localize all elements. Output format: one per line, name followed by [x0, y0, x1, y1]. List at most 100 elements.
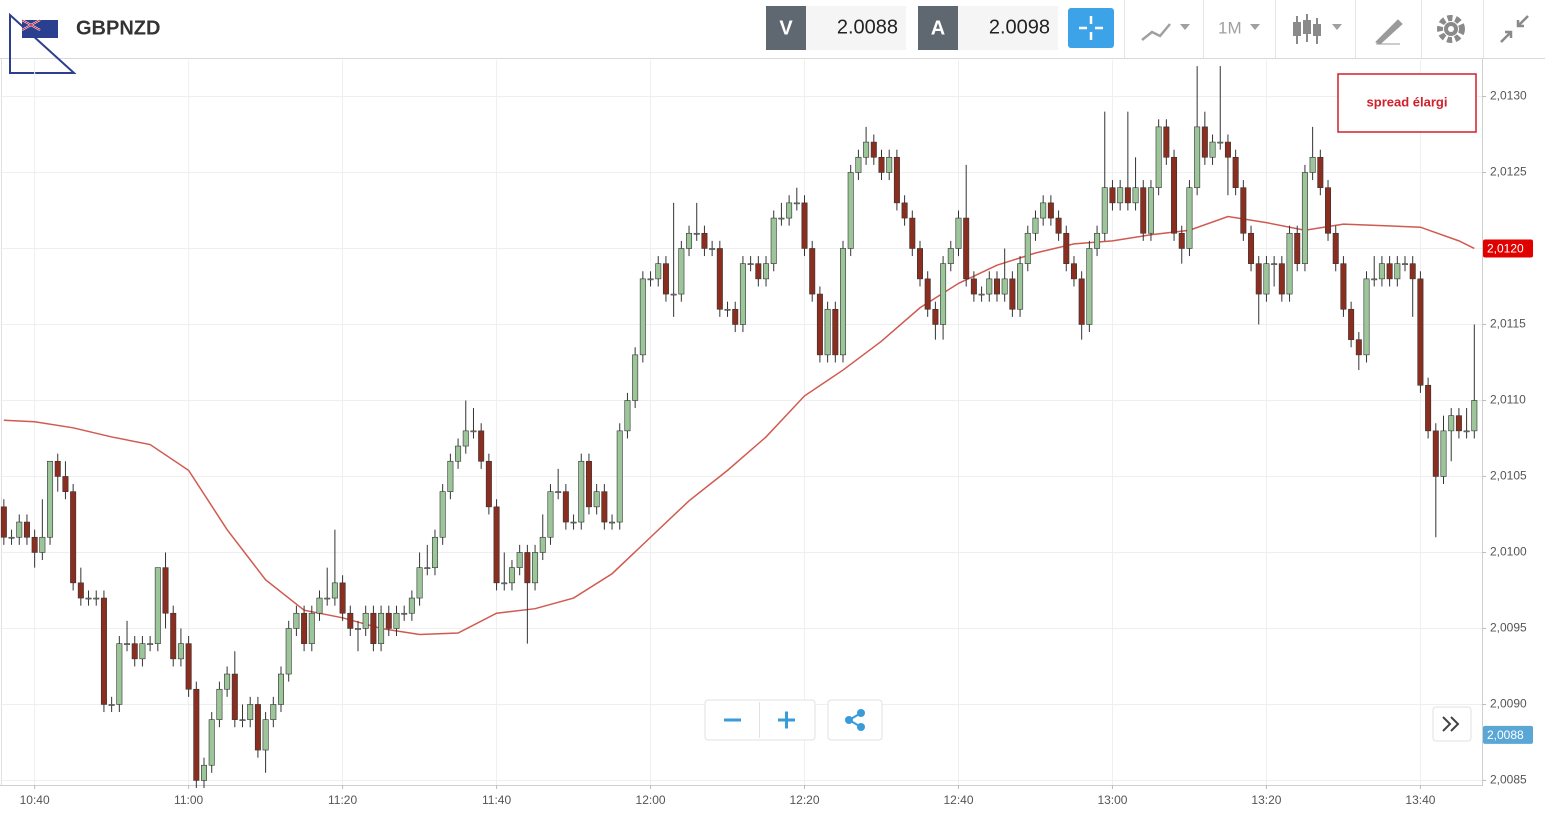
candle-body	[1455, 415, 1462, 432]
timeframe[interactable]: 1M	[1218, 18, 1242, 37]
candle-body	[878, 156, 885, 173]
candle-body	[8, 536, 15, 539]
candle-body	[1394, 263, 1401, 280]
candle-body	[793, 202, 800, 205]
candle-body	[347, 612, 354, 629]
candle-body	[739, 263, 746, 325]
candle-body	[254, 704, 261, 751]
collapse-icon[interactable]	[1500, 15, 1529, 43]
candle-body	[116, 643, 123, 705]
candle-body	[1017, 263, 1024, 310]
candle-body	[1063, 232, 1070, 264]
ask-box[interactable]	[958, 6, 1058, 50]
crosshair-button[interactable]	[1068, 8, 1114, 48]
candle-body	[547, 491, 554, 538]
scroll-right-button[interactable]	[1432, 706, 1472, 742]
candle-body	[924, 278, 931, 310]
annotation: spread élargi	[1367, 94, 1448, 109]
candle-body	[354, 628, 361, 630]
candle-body	[1371, 278, 1378, 281]
candle-body	[1432, 430, 1439, 477]
bid-box[interactable]	[806, 6, 906, 50]
candle-body	[100, 597, 107, 705]
candle-body	[532, 552, 539, 584]
candle-body	[593, 491, 600, 508]
candle-body	[124, 643, 131, 645]
candle-body	[16, 521, 23, 538]
dropdown-arrow	[1180, 24, 1190, 30]
candle-body	[755, 263, 762, 280]
candle-body	[1055, 217, 1062, 234]
candle-body	[1217, 141, 1224, 144]
candle-body	[732, 308, 739, 325]
candle-body	[455, 445, 462, 462]
candle-body	[632, 354, 639, 401]
candle-body	[31, 536, 38, 553]
candle-body	[686, 232, 693, 249]
candle-body	[1201, 126, 1208, 158]
zoom-in[interactable]	[778, 711, 795, 729]
candle-body	[655, 263, 662, 280]
candle-body	[763, 263, 770, 280]
candle-body	[170, 612, 177, 660]
flag-cross-red	[21, 19, 41, 31]
candle-body	[786, 202, 793, 219]
price-tag-label: 2,0120	[1487, 242, 1524, 256]
candle-body	[493, 506, 500, 584]
candle-body	[1248, 232, 1255, 264]
candle-body	[362, 612, 369, 629]
candle-body	[832, 308, 839, 356]
dropdown-arrow	[1250, 24, 1260, 30]
share-dot	[845, 716, 853, 724]
candle-body	[601, 491, 608, 523]
candle-body	[824, 308, 831, 356]
candle-body	[208, 719, 215, 766]
candle-body	[1009, 278, 1016, 310]
candle-body	[1070, 263, 1077, 280]
candle-body	[470, 430, 477, 433]
candle-body	[370, 612, 377, 644]
candle-body	[647, 278, 654, 281]
x-tick-label: 12:20	[789, 793, 819, 807]
candle-body	[1209, 141, 1216, 158]
candle-body	[1263, 263, 1270, 295]
share-button[interactable]	[827, 699, 883, 741]
candle-body	[85, 597, 92, 600]
candle-body	[1402, 263, 1409, 265]
candle-body	[439, 491, 446, 538]
candle-body	[524, 552, 531, 584]
x-tick-label: 10:40	[20, 793, 50, 807]
y-tick-label: 2,0125	[1490, 165, 1527, 179]
price-tag	[1483, 239, 1533, 258]
candle-body	[886, 156, 893, 173]
candle-body	[1240, 187, 1247, 234]
candle-body	[670, 293, 677, 296]
draw-icon[interactable]	[1375, 19, 1403, 45]
candle-body	[993, 278, 1000, 295]
candle-body	[970, 278, 977, 295]
line-type-icon[interactable]	[1141, 23, 1171, 41]
axes-layer: 2,0085 2,0090 2,0095 2,0100 2,0105 2,0110 2,01…	[20, 89, 1533, 807]
candle-body	[147, 643, 154, 645]
candle-body	[1409, 263, 1416, 280]
candle-body	[93, 597, 100, 600]
candle-body	[570, 521, 577, 524]
settings-icon[interactable]	[1437, 15, 1465, 43]
candle-body	[709, 248, 716, 250]
candle-body	[54, 460, 61, 477]
x-tick-label: 12:00	[636, 793, 666, 807]
candle-body	[1271, 263, 1278, 265]
y-tick-label: 2,0090	[1490, 697, 1527, 711]
share-dot	[857, 723, 865, 731]
candle-body	[1086, 248, 1093, 325]
candle-body	[1471, 400, 1478, 432]
candle-body	[1078, 278, 1085, 325]
candle-body	[770, 217, 777, 264]
candle-body	[801, 202, 808, 249]
candle-body	[1317, 156, 1324, 188]
dropdown-arrow	[1332, 24, 1342, 30]
candle-body	[1124, 187, 1131, 204]
candle-body	[701, 232, 708, 249]
candle-body	[662, 263, 669, 295]
ask-label: A	[931, 17, 945, 39]
